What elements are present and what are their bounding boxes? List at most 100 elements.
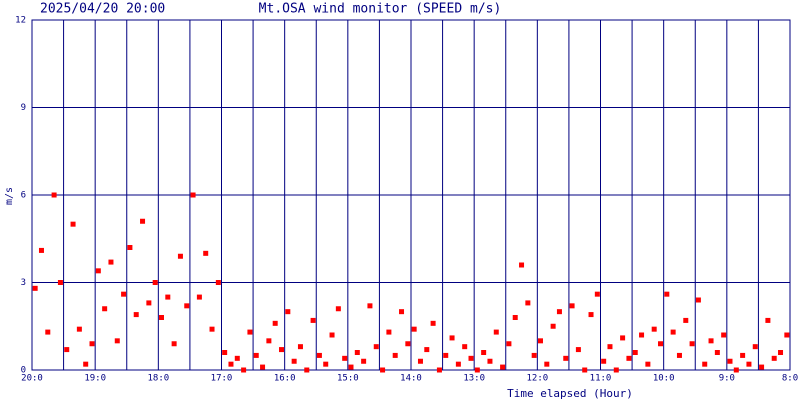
data-point [291,358,297,364]
y-tick-label: 12 [15,16,26,26]
data-point [695,297,701,303]
data-point [108,259,114,265]
plot-frame [31,19,791,371]
data-point [38,247,44,253]
data-point [146,300,152,306]
data-point [348,364,354,370]
data-point [127,245,133,250]
data-point [380,367,386,373]
data-point [361,358,367,364]
data-point [512,315,518,320]
data-point [544,361,550,367]
x-tick-label: 20:0 [21,374,43,384]
data-point [272,320,278,326]
data-point [525,300,531,306]
data-point [279,347,285,353]
data-point [171,341,177,347]
data-point [632,350,638,355]
data-point [76,326,82,332]
x-tick-label: 10:0 [653,374,675,384]
x-tick-label: 15:0 [337,374,359,384]
data-point [399,309,405,315]
data-point [367,303,373,309]
x-tick-label: 13:0 [463,374,485,384]
data-point [683,317,689,323]
data-point [601,358,607,364]
data-point [45,329,51,335]
data-point [746,361,752,367]
data-point [266,338,272,344]
data-point [449,335,455,341]
data-point [196,294,202,300]
data-point [70,221,76,227]
data-point [57,280,63,285]
data-point [152,280,158,285]
data-point [234,355,240,361]
x-tick-label: 16:0 [274,374,296,384]
data-point [651,326,657,332]
data-point [316,352,322,358]
data-point [83,361,89,367]
chart-subtitle: 2025/04/20 20:00 [40,2,165,17]
data-point [664,291,670,297]
data-point [563,355,569,361]
data-point [519,262,525,268]
x-tick-label: 12:0 [526,374,548,384]
x-axis-label: Time elapsed (Hour) [507,387,633,400]
data-point [392,352,398,358]
data-point [493,329,499,335]
data-point [424,347,430,353]
data-point [474,367,480,373]
data-point [386,329,392,335]
data-point [102,306,108,312]
data-point [297,344,303,350]
data-point [417,358,423,364]
data-point [89,341,95,347]
data-point [620,335,626,341]
data-point [228,361,234,367]
data-point [165,294,171,300]
data-point [436,367,442,373]
data-point [752,344,758,350]
data-point [241,367,247,373]
data-point [670,329,676,335]
data-point [373,344,379,350]
x-tick-label: 9:0 [719,374,735,384]
data-point [778,350,784,355]
data-point [676,352,682,358]
data-point [506,341,512,347]
data-point [177,253,183,259]
data-point [329,332,335,338]
data-point [658,341,664,347]
data-point [335,306,341,312]
data-point [714,350,720,355]
x-tick-label: 17:0 [211,374,233,384]
data-point [184,303,190,309]
data-point [771,355,777,361]
data-point [304,367,310,373]
data-point [613,367,619,373]
y-tick-label: 0 [21,366,26,376]
data-point [468,355,474,361]
data-point [430,320,436,326]
data-point [121,291,127,297]
x-tick-label: 8:0 [782,374,798,384]
data-point [247,329,253,335]
data-point [114,338,120,344]
data-point [342,355,348,361]
data-point [569,303,575,309]
data-point [626,355,632,361]
data-point [64,347,70,353]
x-tick-label: 18:0 [147,374,169,384]
x-tick-label: 14:0 [400,374,422,384]
data-point [158,315,164,320]
data-point [727,358,733,364]
data-point [310,317,316,323]
data-point [550,323,556,329]
y-tick-label: 9 [21,103,26,113]
data-point [462,344,468,350]
data-point [133,312,139,318]
data-point [759,364,765,370]
data-point [203,250,209,256]
